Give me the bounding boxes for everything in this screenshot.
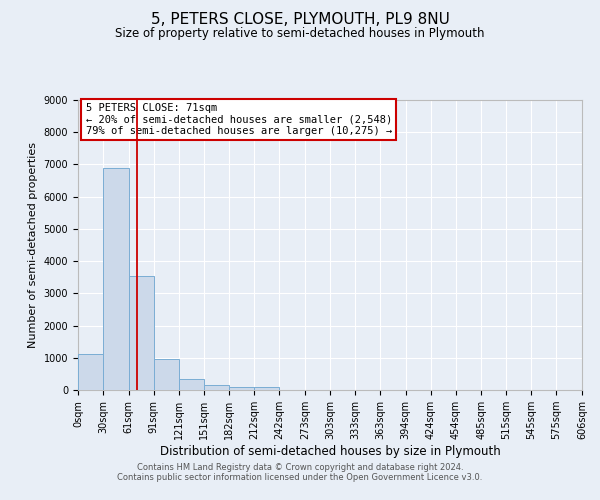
Bar xyxy=(129,276,154,390)
Bar xyxy=(179,379,203,390)
Text: Contains HM Land Registry data © Crown copyright and database right 2024.: Contains HM Land Registry data © Crown c… xyxy=(137,464,463,472)
Bar xyxy=(203,386,229,390)
Bar xyxy=(103,168,129,390)
Text: Size of property relative to semi-detached houses in Plymouth: Size of property relative to semi-detach… xyxy=(115,28,485,40)
Y-axis label: Number of semi-detached properties: Number of semi-detached properties xyxy=(28,142,38,348)
Bar xyxy=(154,358,179,390)
Bar xyxy=(78,354,103,390)
X-axis label: Distribution of semi-detached houses by size in Plymouth: Distribution of semi-detached houses by … xyxy=(160,445,500,458)
Bar xyxy=(254,388,279,390)
Text: 5, PETERS CLOSE, PLYMOUTH, PL9 8NU: 5, PETERS CLOSE, PLYMOUTH, PL9 8NU xyxy=(151,12,449,28)
Bar xyxy=(229,387,254,390)
Text: Contains public sector information licensed under the Open Government Licence v3: Contains public sector information licen… xyxy=(118,474,482,482)
Text: 5 PETERS CLOSE: 71sqm
← 20% of semi-detached houses are smaller (2,548)
79% of s: 5 PETERS CLOSE: 71sqm ← 20% of semi-deta… xyxy=(86,103,392,136)
